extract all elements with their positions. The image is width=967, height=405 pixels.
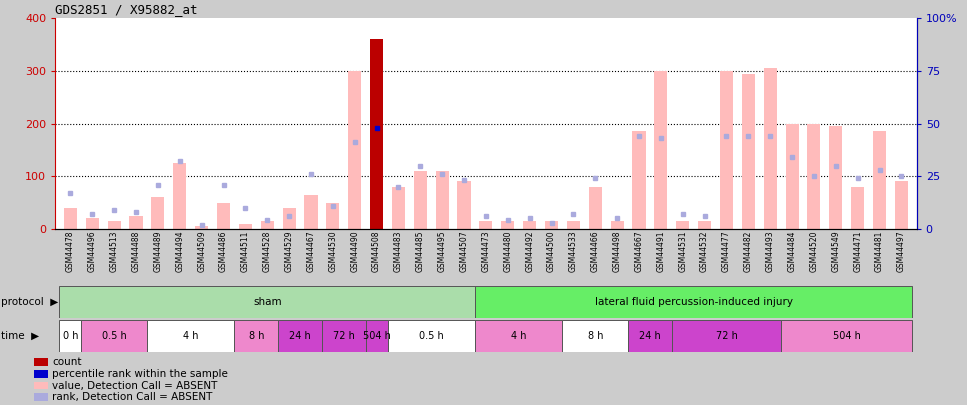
- Bar: [785, 124, 799, 229]
- Bar: [698, 221, 711, 229]
- Bar: [366, 320, 388, 352]
- Text: count: count: [52, 357, 82, 367]
- Bar: [807, 124, 820, 229]
- Bar: [239, 224, 252, 229]
- Bar: [480, 221, 492, 229]
- Bar: [894, 181, 908, 229]
- Bar: [282, 208, 296, 229]
- Text: 504 h: 504 h: [833, 331, 861, 341]
- Text: value, Detection Call = ABSENT: value, Detection Call = ABSENT: [52, 381, 218, 390]
- Bar: [322, 320, 366, 352]
- Bar: [261, 221, 274, 229]
- Bar: [545, 221, 558, 229]
- Bar: [34, 393, 48, 401]
- Text: percentile rank within the sample: percentile rank within the sample: [52, 369, 228, 379]
- Text: 0 h: 0 h: [63, 331, 78, 341]
- Bar: [628, 320, 672, 352]
- Bar: [589, 187, 601, 229]
- Bar: [392, 187, 405, 229]
- Bar: [152, 197, 164, 229]
- Bar: [195, 226, 208, 229]
- Bar: [435, 171, 449, 229]
- Bar: [173, 163, 187, 229]
- Text: 72 h: 72 h: [716, 331, 738, 341]
- Bar: [64, 208, 77, 229]
- Text: 504 h: 504 h: [363, 331, 391, 341]
- Bar: [278, 320, 322, 352]
- Bar: [563, 320, 628, 352]
- Text: 8 h: 8 h: [588, 331, 603, 341]
- Bar: [414, 171, 426, 229]
- Text: 24 h: 24 h: [289, 331, 311, 341]
- Bar: [34, 382, 48, 389]
- Bar: [830, 126, 842, 229]
- Bar: [567, 221, 580, 229]
- Bar: [676, 221, 689, 229]
- Bar: [873, 131, 886, 229]
- Bar: [147, 320, 234, 352]
- Bar: [234, 320, 278, 352]
- Bar: [672, 320, 781, 352]
- Text: sham: sham: [253, 297, 281, 307]
- Bar: [501, 221, 514, 229]
- Bar: [742, 73, 755, 229]
- Bar: [475, 320, 563, 352]
- Bar: [719, 71, 733, 229]
- Bar: [370, 39, 383, 229]
- Bar: [81, 320, 147, 352]
- Bar: [86, 218, 99, 229]
- Text: 0.5 h: 0.5 h: [102, 331, 127, 341]
- Bar: [348, 71, 362, 229]
- Text: 8 h: 8 h: [249, 331, 264, 341]
- Text: rank, Detection Call = ABSENT: rank, Detection Call = ABSENT: [52, 392, 213, 402]
- Bar: [457, 181, 471, 229]
- Bar: [326, 202, 339, 229]
- Bar: [851, 187, 864, 229]
- Text: GDS2851 / X95882_at: GDS2851 / X95882_at: [55, 3, 197, 16]
- Bar: [388, 320, 475, 352]
- Text: 0.5 h: 0.5 h: [419, 331, 444, 341]
- Bar: [632, 131, 646, 229]
- Text: time  ▶: time ▶: [1, 331, 39, 341]
- Bar: [34, 358, 48, 366]
- Bar: [764, 68, 777, 229]
- Bar: [523, 221, 537, 229]
- Bar: [60, 286, 475, 318]
- Bar: [610, 221, 624, 229]
- Bar: [655, 71, 667, 229]
- Bar: [107, 221, 121, 229]
- Text: 4 h: 4 h: [511, 331, 526, 341]
- Text: 72 h: 72 h: [333, 331, 355, 341]
- Bar: [305, 195, 317, 229]
- Bar: [130, 215, 142, 229]
- Bar: [60, 320, 81, 352]
- Bar: [781, 320, 912, 352]
- Text: 4 h: 4 h: [183, 331, 198, 341]
- Bar: [217, 202, 230, 229]
- Bar: [475, 286, 912, 318]
- Bar: [34, 370, 48, 377]
- Text: 24 h: 24 h: [639, 331, 660, 341]
- Text: protocol  ▶: protocol ▶: [1, 297, 58, 307]
- Text: lateral fluid percussion-induced injury: lateral fluid percussion-induced injury: [595, 297, 793, 307]
